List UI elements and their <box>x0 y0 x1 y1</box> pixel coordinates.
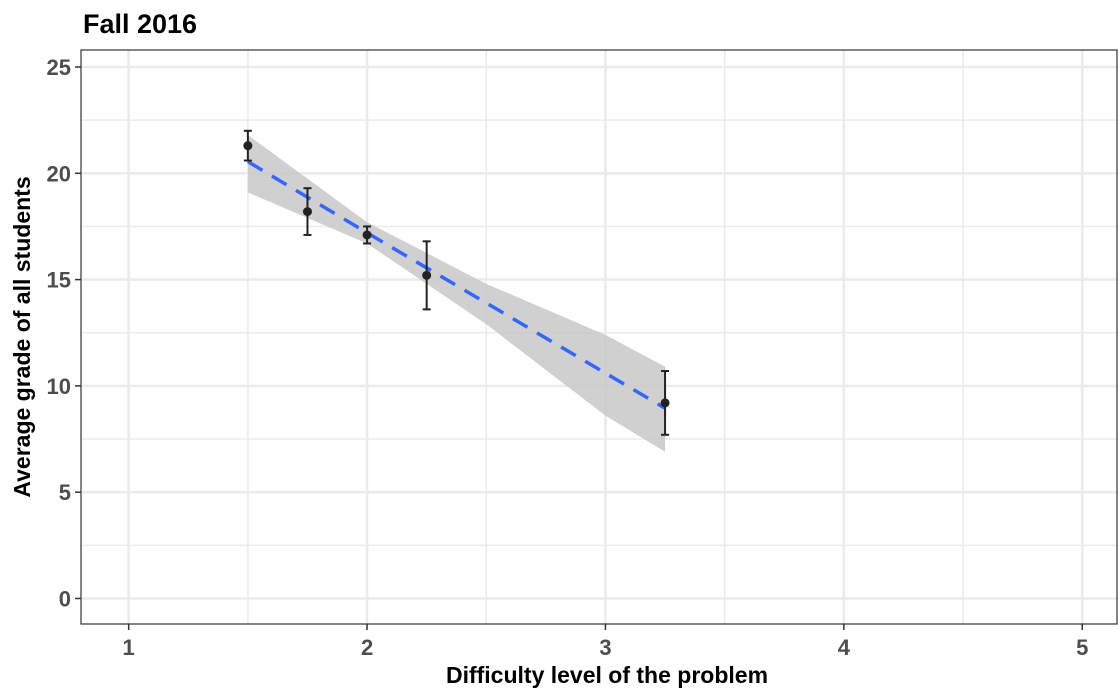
y-axis-title: Average grade of all students <box>9 176 35 497</box>
data-points <box>243 141 670 408</box>
panel-border <box>80 49 1118 625</box>
fit-line <box>246 160 666 410</box>
data-point <box>660 398 670 408</box>
x-tick-label: 3 <box>599 635 611 660</box>
y-tick-label: 0 <box>59 586 71 611</box>
confidence-band <box>247 135 666 452</box>
y-tick-label: 20 <box>47 161 71 186</box>
x-axis-title: Difficulty level of the problem <box>446 662 768 688</box>
data-point <box>362 230 372 240</box>
fit-line-group <box>246 160 666 410</box>
confidence-band-area <box>247 135 666 452</box>
data-point <box>422 270 432 280</box>
x-tick-label: 4 <box>838 635 851 660</box>
y-tick-label: 10 <box>47 374 71 399</box>
error-bars <box>243 129 670 436</box>
x-tick-label: 1 <box>123 635 135 660</box>
axis-ticks: 0 5 10 15 20 25 1 2 3 4 5 <box>47 55 1089 660</box>
x-tick-label: 5 <box>1076 635 1088 660</box>
x-tick-label: 2 <box>361 635 373 660</box>
data-point <box>243 141 253 151</box>
y-tick-label: 15 <box>47 268 71 293</box>
chart-title: Fall 2016 <box>83 9 197 39</box>
y-tick-label: 25 <box>47 55 71 80</box>
data-point <box>302 207 312 217</box>
y-tick-label: 5 <box>59 480 71 505</box>
